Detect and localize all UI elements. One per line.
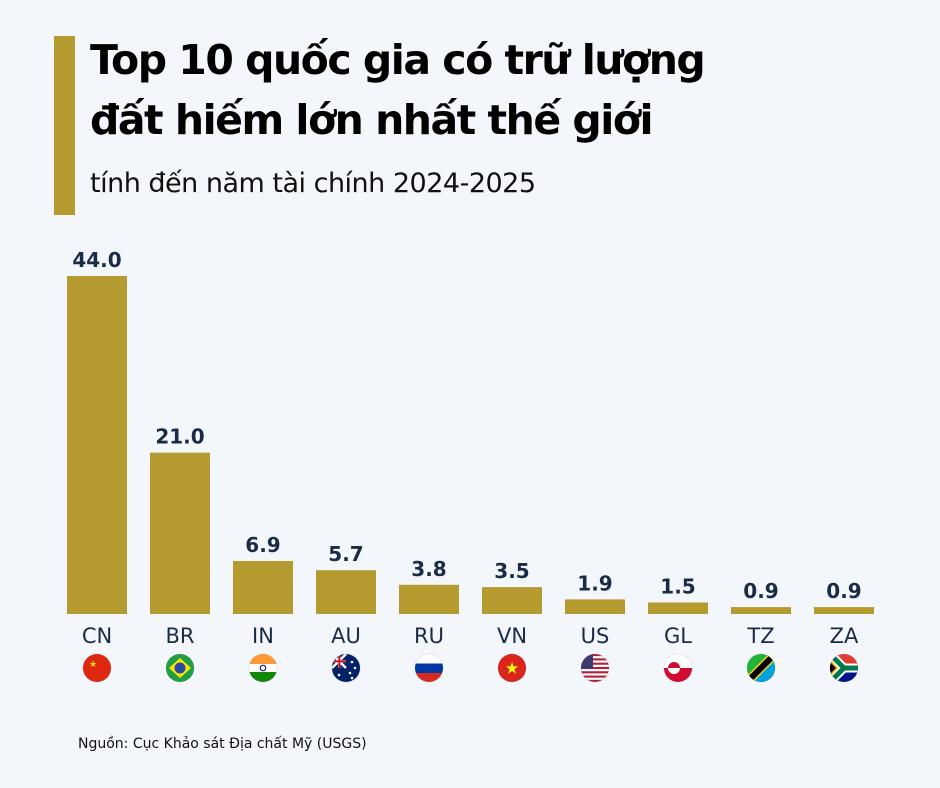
bar-br [150, 452, 210, 614]
australia-flag-icon [331, 653, 361, 683]
category-label: CN [82, 624, 112, 648]
category-label: RU [414, 624, 444, 648]
svg-text:★: ★ [505, 661, 519, 678]
bar-cn [67, 276, 127, 614]
chart-title: Top 10 quốc gia có trữ lượng đất hiếm lớ… [90, 30, 706, 150]
source-note: Nguồn: Cục Khảo sát Địa chất Mỹ (USGS) [78, 736, 367, 752]
title-line-2: đất hiếm lớn nhất thế giới [90, 96, 654, 144]
bar-chart: 44.0 CN ★ 21.0 BR 6.9 IN 5.7 AU 3.8 RU 3.5 VN ★ 1.9 US 1… [67, 248, 874, 683]
tanzania-flag-icon [746, 653, 776, 683]
bar-us [565, 599, 625, 614]
bar-gl [648, 602, 708, 614]
category-label: ZA [830, 624, 859, 648]
svg-text:★: ★ [89, 659, 97, 669]
value-label: 3.5 [494, 559, 529, 583]
category-label: US [581, 624, 610, 648]
usa-flag-icon [580, 653, 610, 683]
value-label: 0.9 [826, 579, 861, 603]
russia-flag-icon [414, 653, 444, 683]
bar-vn [482, 587, 542, 614]
value-label: 3.8 [411, 557, 446, 581]
bar-in [233, 560, 293, 614]
china-flag-icon: ★ [82, 653, 112, 683]
value-label: 21.0 [155, 425, 204, 449]
value-label: 5.7 [328, 542, 363, 566]
category-label: VN [497, 624, 527, 648]
category-label: TZ [746, 624, 774, 648]
title-line-1: Top 10 quốc gia có trữ lượng [90, 36, 706, 84]
value-label: 1.5 [660, 574, 695, 598]
category-label: IN [252, 624, 274, 648]
category-label: AU [331, 624, 361, 648]
bar-au [316, 570, 376, 614]
value-label: 6.9 [245, 533, 280, 557]
chart-subtitle: tính đến năm tài chính 2024-2025 [90, 168, 536, 199]
title-accent-bar [54, 36, 75, 215]
bar-za [814, 607, 874, 614]
value-label: 0.9 [743, 579, 778, 603]
brazil-flag-icon [165, 653, 195, 683]
vietnam-flag-icon: ★ [497, 653, 527, 683]
bar-tz [731, 607, 791, 614]
value-label: 44.0 [72, 248, 121, 272]
value-label: 1.9 [577, 571, 612, 595]
category-label: GL [664, 624, 692, 648]
category-label: BR [166, 624, 195, 648]
greenland-flag-icon [663, 653, 693, 683]
south-africa-flag-icon [829, 653, 859, 683]
india-flag-icon [248, 653, 278, 683]
bar-ru [399, 584, 459, 614]
